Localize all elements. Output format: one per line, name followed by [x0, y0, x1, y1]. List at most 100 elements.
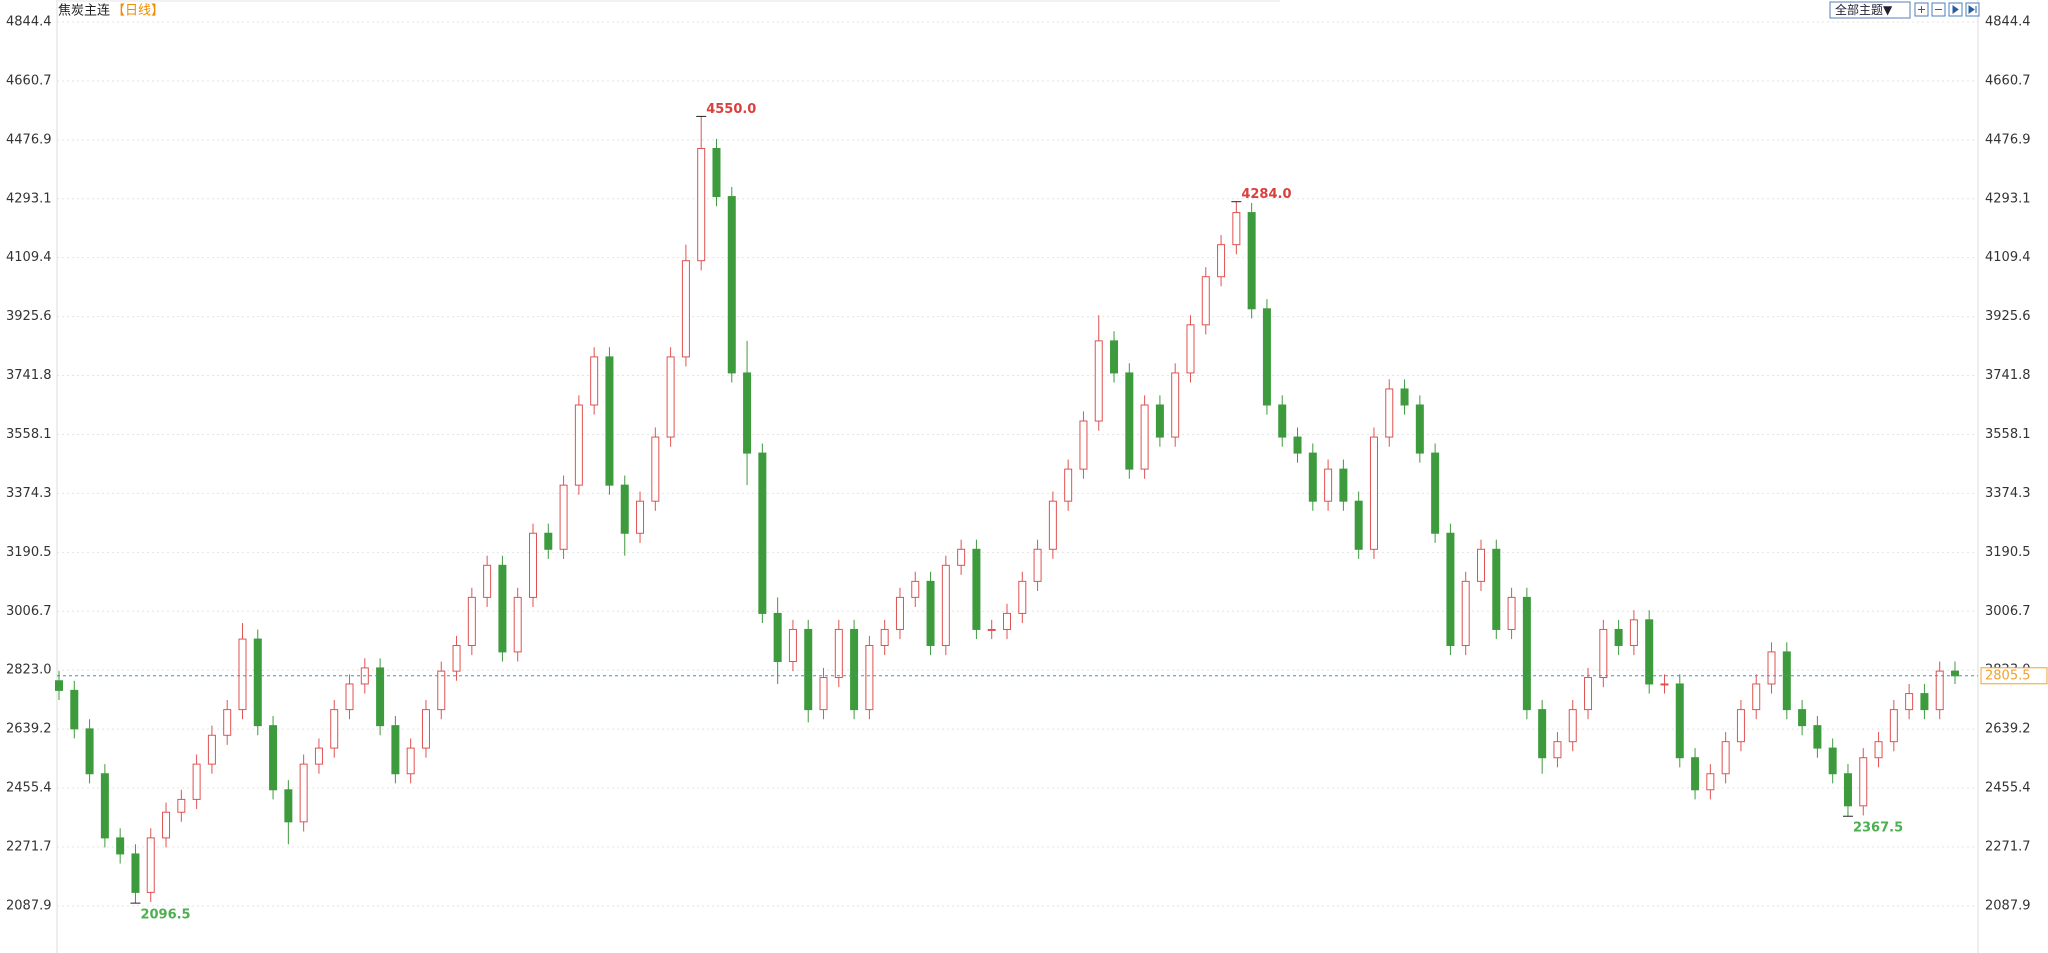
theme-button[interactable] [1829, 1, 1911, 19]
y2-tick-label: 4293.1 [1985, 191, 2031, 206]
candle-body [1782, 651, 1791, 711]
y-tick-label: 3558.1 [6, 427, 52, 442]
candle-body [1752, 683, 1761, 711]
candle-body [330, 709, 339, 749]
candle-body [1064, 468, 1073, 502]
y2-tick-label: 4476.9 [1985, 132, 2031, 147]
candle-body [1217, 244, 1226, 278]
candle-body [1645, 619, 1654, 685]
candle-body [834, 628, 843, 679]
candle-body [880, 628, 889, 646]
candle-body [1721, 741, 1730, 775]
y-tick-label: 4293.1 [6, 191, 52, 206]
candle-body [743, 372, 752, 454]
period-label: 【日线】 [112, 4, 164, 19]
candle-body [911, 580, 920, 598]
candle-body [1614, 628, 1623, 646]
candle-body [284, 789, 293, 823]
candle-body [544, 532, 553, 550]
candle-body [681, 260, 690, 358]
y2-tick-label: 2455.4 [1985, 781, 2031, 796]
candle-body [376, 667, 385, 727]
candle-body [1629, 619, 1638, 646]
candle-body [1354, 500, 1363, 550]
candle-body [85, 728, 94, 775]
candle-body [100, 773, 109, 839]
candle-body [131, 853, 140, 893]
candle-body [70, 689, 79, 730]
candle-body [1522, 596, 1531, 711]
candle-body [1278, 404, 1287, 438]
candle-body [162, 811, 171, 839]
extreme-label: 4550.0 [706, 102, 756, 117]
candle-body [529, 532, 537, 598]
candle-body [1675, 683, 1684, 759]
candle-body [467, 596, 476, 646]
candle-body [1262, 308, 1271, 406]
candle-body [1492, 548, 1501, 630]
candle-body [1706, 773, 1715, 791]
candle-body [1767, 651, 1776, 685]
candle-body [727, 196, 736, 374]
candle-body [177, 798, 186, 813]
candle-body [1324, 468, 1333, 502]
candle-body [666, 356, 675, 438]
candle-body [1813, 725, 1822, 749]
toolbar [1914, 2, 1980, 17]
candle-body [391, 725, 400, 775]
candle-body [1079, 420, 1088, 470]
candle-body [590, 356, 599, 406]
candle-body [819, 677, 828, 711]
y2-tick-label: 3741.8 [1985, 368, 2031, 383]
candle-body [1446, 532, 1455, 646]
candle-body [1935, 670, 1944, 711]
candle-body [1798, 709, 1807, 727]
candle-body [1736, 709, 1745, 743]
candle-body [1339, 468, 1348, 502]
candle-body [850, 628, 859, 711]
y-tick-label: 3741.8 [6, 368, 52, 383]
y2-tick-label: 3925.6 [1985, 309, 2031, 324]
candle-body [1110, 340, 1119, 374]
candle-body [559, 484, 568, 550]
candle-body [773, 612, 782, 663]
candle-body [1308, 452, 1317, 502]
candle-body [1905, 693, 1914, 711]
y2-tick-label: 4660.7 [1985, 73, 2031, 88]
extreme-label: 2096.5 [140, 908, 190, 923]
candle-body [1859, 757, 1868, 807]
candle-body [1431, 452, 1440, 534]
candle-body [1951, 670, 1959, 677]
candle-body [620, 484, 629, 534]
candle-body [1094, 340, 1103, 422]
candle-body [207, 734, 216, 765]
candle-body [1889, 709, 1898, 743]
candle-body [788, 628, 797, 663]
y2-tick-label: 2639.2 [1985, 722, 2031, 737]
candle-body [314, 747, 323, 765]
candle-body [636, 500, 645, 534]
y2-tick-label: 3006.7 [1985, 604, 2031, 619]
theme-button-text[interactable]: 全部主题▼ [1835, 2, 1893, 17]
candle-body [1369, 436, 1378, 550]
candle-body [712, 147, 721, 198]
candle-body [1186, 324, 1195, 374]
candle-body [1415, 404, 1424, 454]
y-tick-label: 3190.5 [6, 545, 52, 560]
candle-body [1385, 388, 1394, 438]
y-tick-label: 4476.9 [6, 132, 52, 147]
candle-body [406, 747, 415, 775]
candle-body [55, 680, 63, 691]
candle-body [758, 452, 767, 614]
candle-body [421, 709, 430, 749]
y2-tick-label: 3558.1 [1985, 427, 2031, 442]
candle-body [1507, 596, 1516, 630]
candle-body [651, 436, 660, 502]
last-price-label: 2805.5 [1985, 668, 2031, 683]
candle-body [987, 628, 996, 631]
candle-body [223, 709, 232, 736]
y-tick-label: 2639.2 [6, 722, 52, 737]
candle-body [1125, 372, 1134, 470]
candle-body [452, 644, 461, 672]
